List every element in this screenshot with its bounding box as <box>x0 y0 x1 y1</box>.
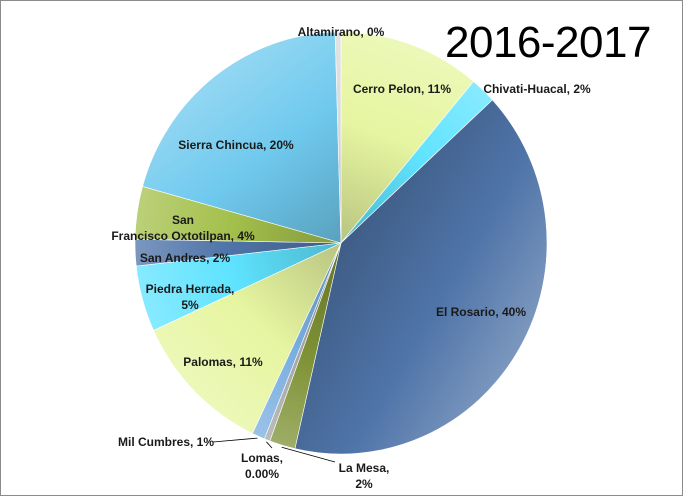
data-label-san-andres: San Andres, 2% <box>140 251 231 265</box>
data-label-piedra-herrada: Piedra Herrada, 5% <box>146 282 235 312</box>
leader-line-la-mesa <box>281 446 336 463</box>
leader-line-lomas <box>266 441 273 449</box>
data-label-el-rosario: El Rosario, 40% <box>436 305 526 319</box>
slice-sierra-chincua <box>142 31 342 244</box>
slice-cerro-pelon <box>340 31 474 244</box>
leader-line-mil-cumbres <box>212 437 258 443</box>
slice-palomas <box>153 242 342 434</box>
data-label-cerro-pelon: Cerro Pelon, 11% <box>353 82 451 96</box>
slice-el-rosario <box>294 99 548 455</box>
data-label-sierra-chincua: Sierra Chincua, 20% <box>178 138 294 152</box>
data-label-altamirano: Altamirano, 0% <box>298 25 385 39</box>
data-label-san-francisco-oxtotilpan: San Francisco Oxtotilpan, 4% <box>111 213 255 243</box>
data-label-palomas: Palomas, 11% <box>183 355 263 369</box>
data-label-chivati-huacal: Chivati-Huacal, 2% <box>483 82 591 96</box>
chart-title: 2016-2017 <box>445 18 651 67</box>
data-label-la-mesa: La Mesa, 2% <box>339 461 390 491</box>
data-label-mil-cumbres: Mil Cumbres, 1% <box>118 435 214 449</box>
slice-altamirano <box>334 31 342 244</box>
data-label-lomas: Lomas, 0.00% <box>241 451 283 481</box>
